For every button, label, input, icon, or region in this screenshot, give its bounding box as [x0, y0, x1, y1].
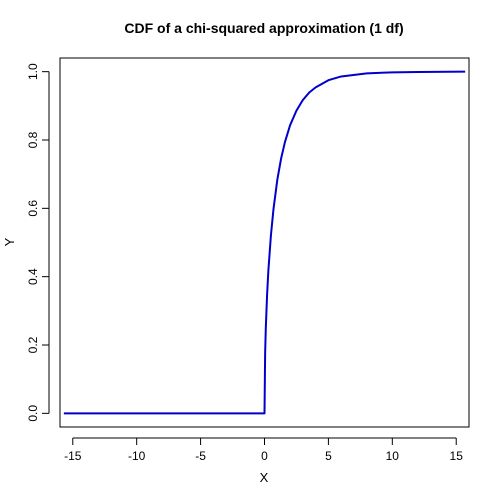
x-tick-label: 0 — [261, 449, 268, 463]
x-tick-label: -15 — [64, 449, 82, 463]
x-tick-label: -10 — [128, 449, 146, 463]
y-tick-label: 0.0 — [26, 405, 40, 422]
x-axis-label: X — [260, 470, 269, 485]
series-layer — [63, 70, 466, 415]
x-tick-label: -5 — [195, 449, 206, 463]
x-tick-label: 10 — [386, 449, 400, 463]
series-line — [63, 70, 466, 415]
plot-box — [59, 57, 470, 428]
y-tick-label: 0.8 — [26, 131, 40, 148]
x-axis: -15 -10 -5 0 5 10 15 — [64, 437, 464, 463]
y-tick-label: 0.4 — [26, 268, 40, 285]
y-axis: 0.0 0.2 0.4 0.6 0.8 1.0 — [26, 63, 50, 422]
y-tick-label: 0.6 — [26, 200, 40, 217]
x-tick-label: 15 — [450, 449, 464, 463]
y-tick-label: 0.2 — [26, 336, 40, 353]
x-tick-label: 5 — [325, 449, 332, 463]
chart-title: CDF of a chi-squared approximation (1 df… — [124, 20, 403, 36]
y-axis-label: Y — [2, 237, 17, 246]
y-tick-label: 1.0 — [26, 63, 40, 80]
